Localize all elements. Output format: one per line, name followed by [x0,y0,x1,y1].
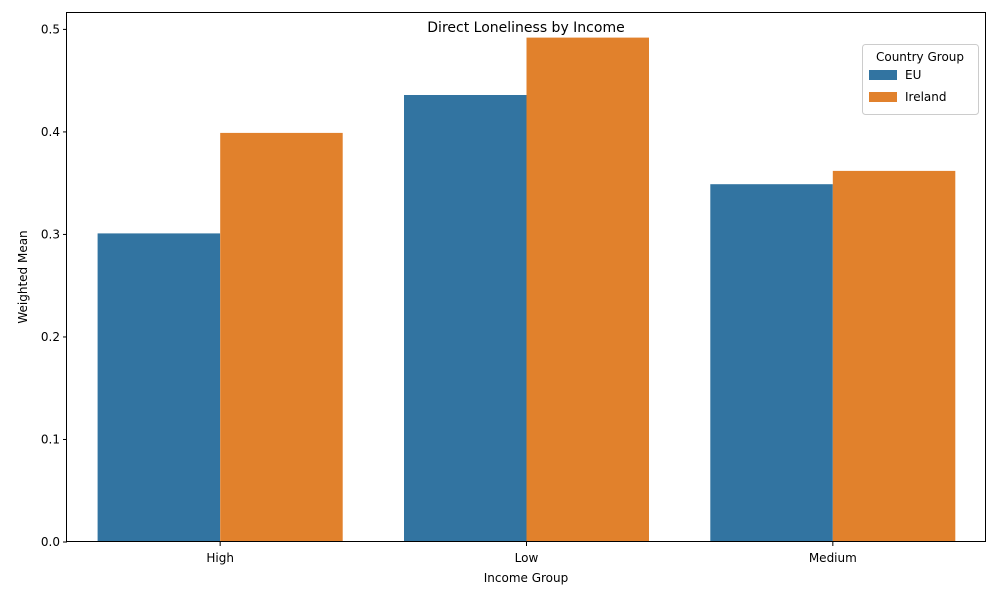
y-tick-label: 0.0 [41,535,60,549]
legend-label-eu: EU [905,68,921,82]
y-axis: 0.0 0.1 0.2 0.3 0.4 0.5 [41,22,67,549]
x-tick-label: High [206,551,234,565]
y-tick-label: 0.2 [41,330,60,344]
x-axis-title: Income Group [484,571,569,585]
bar-ireland-high [220,132,343,542]
plot-frame [66,12,986,542]
y-tick-label: 0.5 [41,22,60,36]
legend: Country Group EU Ireland [862,44,979,115]
y-tick-label: 0.4 [41,125,60,139]
bar-ireland-low [526,37,649,542]
x-tick-label: Low [515,551,539,565]
legend-swatch-ireland [869,92,897,102]
bar-eu-low [404,95,527,542]
bar-eu-high [97,233,221,542]
legend-label-ireland: Ireland [905,90,947,104]
chart-title: Direct Loneliness by Income [427,20,624,36]
bars-group [97,37,956,542]
x-tick-label: Medium [809,551,857,565]
legend-title: Country Group [876,50,964,64]
bar-ireland-medium [832,170,956,542]
x-axis: High Low Medium [206,542,857,565]
legend-swatch-eu [869,70,897,80]
y-axis-title: Weighted Mean [16,230,30,323]
y-tick-label: 0.1 [41,432,60,446]
y-tick-label: 0.3 [41,227,60,241]
bar-eu-medium [710,184,833,542]
